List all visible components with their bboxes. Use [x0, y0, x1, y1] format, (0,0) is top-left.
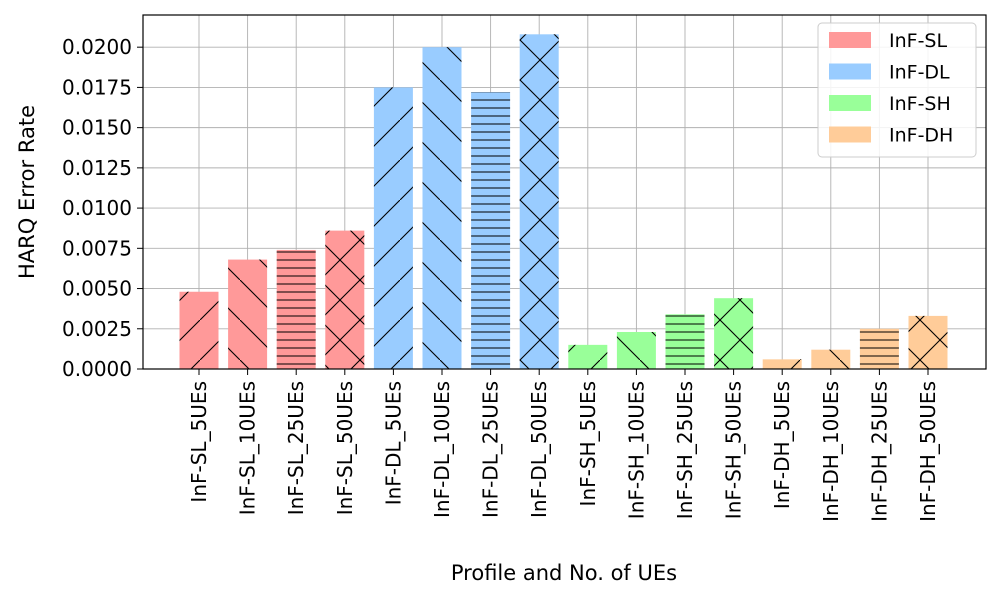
x-tick-label: InF-SH_10UEs: [624, 381, 648, 519]
x-axis-title: Profile and No. of UEs: [451, 561, 677, 585]
x-tick-label: InF-SL_50UEs: [333, 381, 357, 515]
bar: [519, 34, 559, 370]
x-tick-label: InF-DH_25UEs: [867, 381, 891, 522]
bar: [811, 349, 851, 369]
legend-item: InF-SL: [829, 30, 947, 52]
bar: [616, 331, 656, 369]
x-tick-label: InF-DL_10UEs: [430, 381, 454, 518]
bar: [325, 230, 365, 369]
legend-swatch: [829, 95, 871, 111]
bar: [908, 315, 948, 369]
legend-box: [817, 22, 977, 158]
y-tick-label: 0.0200: [62, 35, 132, 59]
legend-item: InF-DH: [829, 125, 953, 147]
bar: [228, 259, 268, 369]
x-tick-label: InF-SL_25UEs: [284, 381, 308, 515]
y-axis-ticks: 0.0000 0.0025 0.0050 0.0075 0.0100 0.0125 0.01…: [62, 35, 143, 381]
x-tick-label: InF-DL_25UEs: [479, 381, 503, 518]
x-tick-label: InF-SH_50UEs: [722, 381, 746, 519]
y-tick-label: 0.0100: [62, 196, 132, 220]
plot-frame: [142, 14, 987, 370]
x-tick-label: InF-SL_10UEs: [236, 381, 260, 515]
legend-swatch: [829, 126, 871, 143]
legend-item: InF-SH: [829, 93, 951, 115]
y-tick-label: 0.0025: [62, 317, 132, 341]
legend-swatch: [829, 63, 871, 80]
legend-label: InF-SL: [889, 30, 947, 52]
bar: [422, 47, 462, 369]
bar: [373, 87, 413, 369]
bar: [762, 359, 802, 369]
y-tick-label: 0.0175: [62, 75, 132, 99]
y-tick-label: 0.0050: [62, 277, 132, 301]
bars: [179, 34, 948, 370]
bar: [568, 344, 608, 369]
y-tick-label: 0.0125: [62, 156, 132, 180]
legend-label: InF-DL: [889, 62, 950, 84]
x-tick-label: InF-DL_50UEs: [527, 381, 551, 518]
bar: [276, 249, 316, 369]
x-tick-label: InF-DH_5UEs: [770, 381, 794, 509]
bar: [859, 328, 899, 369]
bar: [471, 92, 511, 370]
bar: [665, 314, 705, 369]
x-tick-label: InF-DH_50UEs: [916, 381, 940, 522]
x-tick-label: InF-SH_25UEs: [673, 381, 697, 519]
x-tick-label: InF-DL_5UEs: [381, 381, 405, 505]
y-axis-title: HARQ Error Rate: [15, 105, 39, 279]
legend: InF-SL InF-DL InF-SH InF-DH: [817, 22, 977, 158]
bar: [179, 291, 219, 369]
y-tick-label: 0.0075: [62, 236, 132, 260]
bar: [714, 298, 754, 369]
legend-label: InF-DH: [889, 125, 953, 147]
y-tick-label: 0.0150: [62, 116, 132, 140]
x-tick-label: InF-SH_5UEs: [576, 381, 600, 506]
y-tick-label: 0.0000: [62, 357, 132, 381]
x-tick-label: InF-DH_10UEs: [819, 381, 843, 522]
legend-label: InF-SH: [889, 93, 951, 115]
legend-swatch: [829, 32, 871, 48]
legend-item: InF-DL: [829, 62, 950, 84]
x-axis-ticks: InF-SL_5UEs InF-SL_10UEs InF-SL_25UEs InF-S…: [187, 369, 940, 522]
x-tick-label: InF-SL_5UEs: [187, 381, 211, 503]
